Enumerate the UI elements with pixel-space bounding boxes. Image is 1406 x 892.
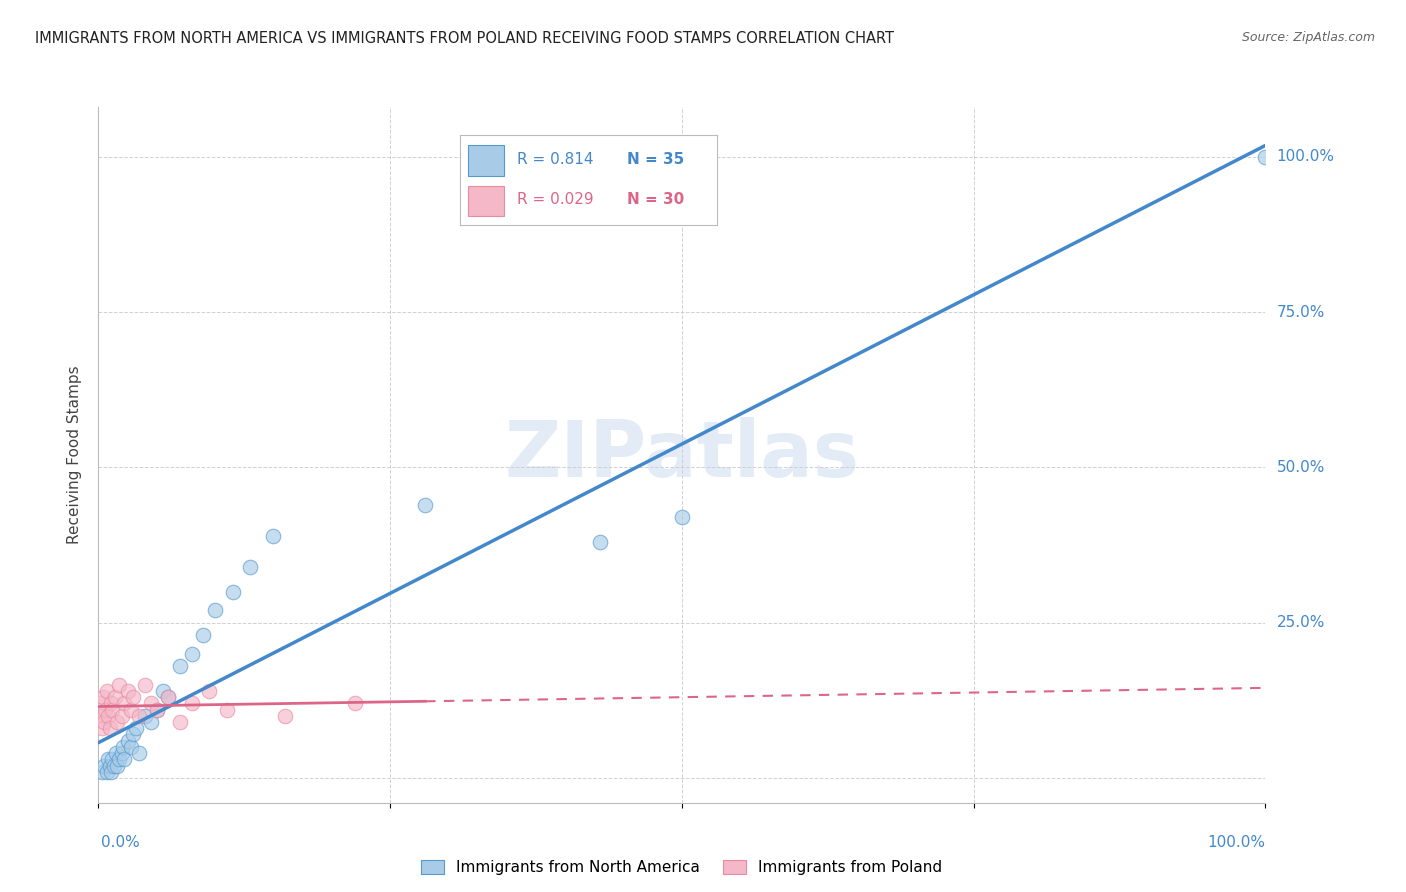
Point bbox=[108, 678, 131, 692]
Point bbox=[93, 758, 115, 772]
Text: 0.0%: 0.0% bbox=[101, 836, 141, 850]
Point bbox=[157, 690, 180, 705]
Point bbox=[97, 752, 120, 766]
Point bbox=[108, 752, 131, 766]
Point bbox=[111, 739, 134, 754]
Text: 100.0%: 100.0% bbox=[1277, 149, 1334, 164]
Text: Source: ZipAtlas.com: Source: ZipAtlas.com bbox=[1241, 31, 1375, 45]
Point bbox=[105, 758, 128, 772]
Point bbox=[1254, 150, 1277, 164]
Point bbox=[589, 534, 612, 549]
Point bbox=[111, 746, 134, 760]
Point bbox=[239, 559, 262, 574]
Point bbox=[94, 703, 117, 717]
Point bbox=[274, 708, 297, 723]
Point bbox=[96, 684, 118, 698]
Point bbox=[89, 697, 111, 711]
Point bbox=[122, 690, 145, 705]
Point bbox=[671, 510, 693, 524]
Point bbox=[139, 714, 162, 729]
Point bbox=[146, 703, 169, 717]
Point bbox=[105, 714, 128, 729]
Point bbox=[100, 697, 122, 711]
Point bbox=[262, 529, 284, 543]
Text: 100.0%: 100.0% bbox=[1208, 836, 1265, 850]
Point bbox=[100, 764, 122, 779]
Point bbox=[104, 746, 127, 760]
Point bbox=[134, 708, 156, 723]
Point bbox=[112, 697, 135, 711]
Text: N = 35: N = 35 bbox=[627, 152, 685, 167]
Point bbox=[134, 678, 156, 692]
Point bbox=[193, 628, 215, 642]
Point bbox=[169, 659, 191, 673]
Point bbox=[146, 703, 169, 717]
Bar bbox=[468, 186, 503, 216]
Point bbox=[103, 758, 125, 772]
Point bbox=[122, 727, 145, 741]
Text: ZIPatlas: ZIPatlas bbox=[505, 417, 859, 493]
Point bbox=[98, 721, 121, 735]
Point bbox=[101, 752, 124, 766]
Text: IMMIGRANTS FROM NORTH AMERICA VS IMMIGRANTS FROM POLAND RECEIVING FOOD STAMPS CO: IMMIGRANTS FROM NORTH AMERICA VS IMMIGRA… bbox=[35, 31, 894, 46]
Bar bbox=[468, 145, 503, 176]
Point bbox=[413, 498, 436, 512]
Point bbox=[90, 721, 112, 735]
Text: 25.0%: 25.0% bbox=[1277, 615, 1324, 630]
Point bbox=[180, 697, 202, 711]
Point bbox=[221, 584, 243, 599]
Point bbox=[125, 721, 148, 735]
Point bbox=[128, 746, 150, 760]
Point bbox=[90, 764, 112, 779]
Point bbox=[157, 690, 180, 705]
Point bbox=[169, 714, 191, 729]
Point bbox=[93, 714, 115, 729]
Point bbox=[215, 703, 238, 717]
Point bbox=[91, 690, 114, 705]
Text: N = 30: N = 30 bbox=[627, 193, 685, 208]
Point bbox=[120, 703, 142, 717]
Point bbox=[111, 708, 134, 723]
Point bbox=[101, 703, 124, 717]
Point bbox=[104, 690, 127, 705]
Point bbox=[98, 758, 121, 772]
Point bbox=[180, 647, 202, 661]
Text: 50.0%: 50.0% bbox=[1277, 460, 1324, 475]
Point bbox=[198, 684, 221, 698]
Legend: Immigrants from North America, Immigrants from Poland: Immigrants from North America, Immigrant… bbox=[422, 860, 942, 875]
Y-axis label: Receiving Food Stamps: Receiving Food Stamps bbox=[67, 366, 83, 544]
Point bbox=[139, 697, 162, 711]
Point bbox=[96, 764, 118, 779]
Point bbox=[344, 697, 367, 711]
Point bbox=[128, 708, 150, 723]
Text: R = 0.029: R = 0.029 bbox=[516, 193, 593, 208]
Text: R = 0.814: R = 0.814 bbox=[516, 152, 593, 167]
Point bbox=[152, 684, 174, 698]
Point bbox=[112, 752, 135, 766]
Point bbox=[120, 739, 142, 754]
Point bbox=[90, 708, 112, 723]
Point bbox=[117, 684, 139, 698]
Point bbox=[204, 603, 226, 617]
Text: 75.0%: 75.0% bbox=[1277, 304, 1324, 319]
Point bbox=[97, 708, 120, 723]
Point bbox=[117, 733, 139, 747]
